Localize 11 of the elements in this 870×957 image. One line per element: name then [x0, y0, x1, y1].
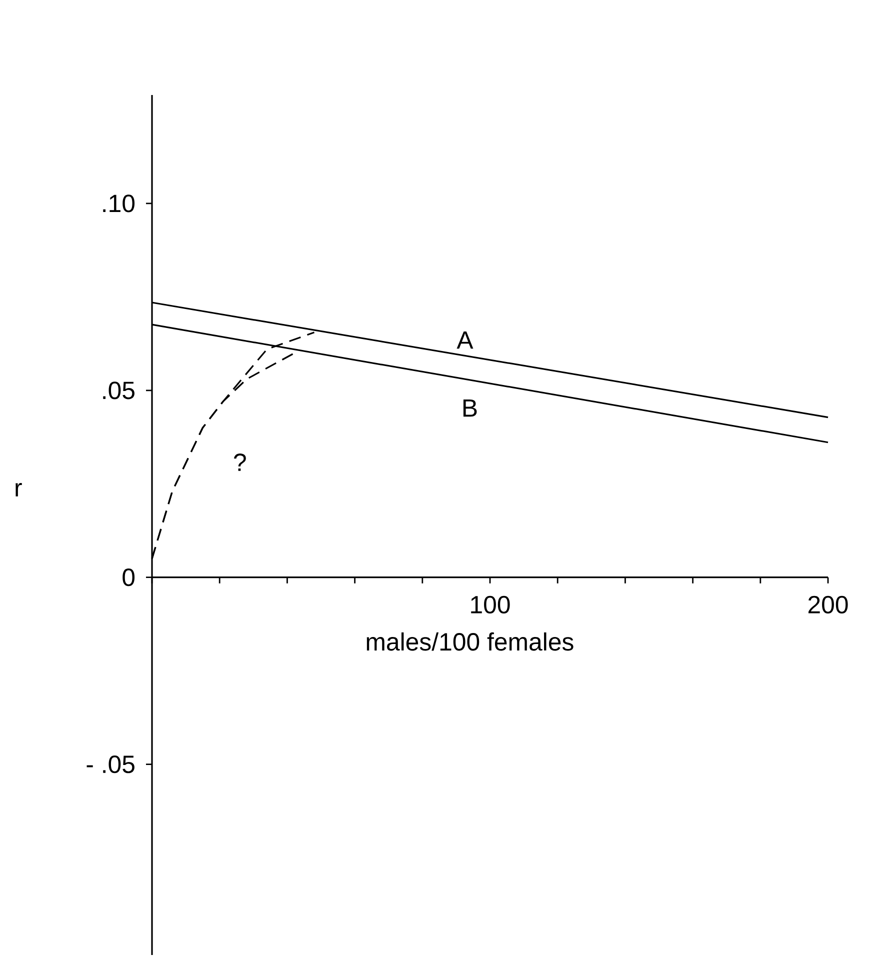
- y-tick-label: .05: [103, 382, 134, 400]
- y-axis-title: r: [16, 483, 22, 496]
- x-axis-title: males/100 females: [366, 632, 574, 651]
- y-tick-label: 0: [122, 568, 135, 586]
- x-tick-label: 100: [471, 596, 510, 614]
- y-tick-label: - .05: [86, 755, 134, 774]
- y-tick-label: .10: [103, 194, 135, 212]
- annotation: ?: [234, 454, 246, 471]
- annotation: A: [456, 332, 474, 349]
- x-tick-label: 200: [808, 596, 848, 614]
- annotation: B: [463, 399, 477, 417]
